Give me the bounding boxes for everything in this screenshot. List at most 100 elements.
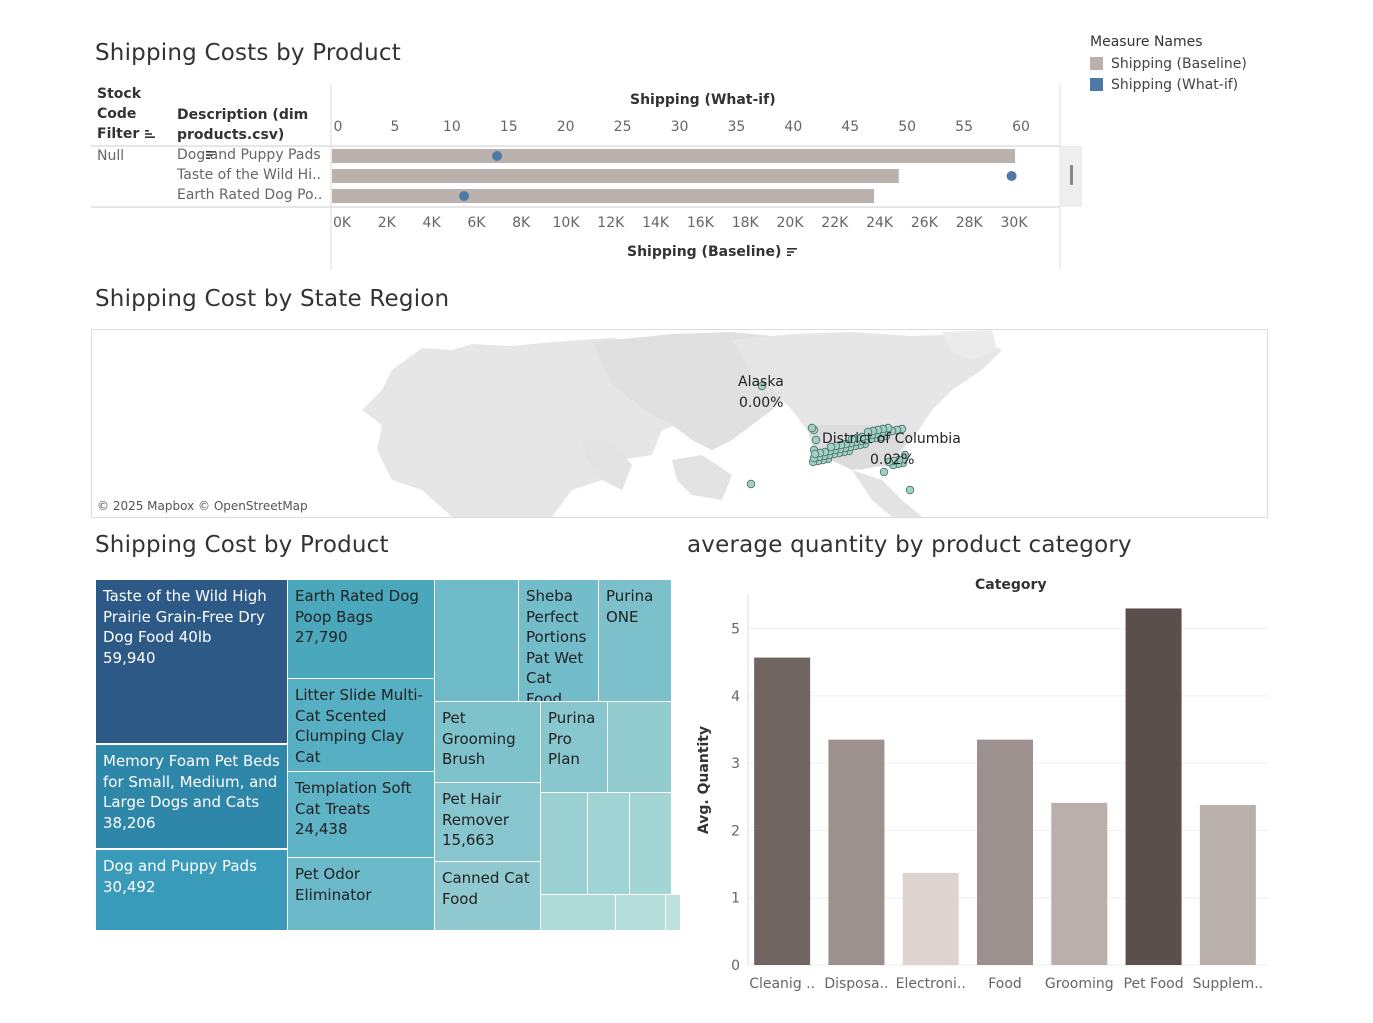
x-tick-label: Cleanig .. (749, 976, 815, 992)
tick-label: 6K (467, 215, 486, 231)
map-point[interactable] (810, 449, 820, 459)
map-point[interactable] (757, 381, 767, 391)
product-row-label[interactable]: Earth Rated Dog Po.. (177, 187, 323, 203)
legend-title: Measure Names (1090, 34, 1203, 50)
treemap-cell[interactable]: Pet Hair Remover 15,663 (434, 782, 541, 862)
x-tick-label: Electroni.. (896, 976, 966, 992)
product-row-label[interactable]: Dog and Puppy Pads (177, 147, 321, 163)
treemap-cell[interactable]: Pet Odor Eliminator (287, 857, 435, 931)
treemap-cell[interactable] (615, 894, 666, 931)
map-title: Shipping Cost by State Region (95, 286, 450, 312)
tick-label: 50 (898, 119, 917, 135)
map-view[interactable]: Alaska 0.00% District of Columbia 0.02% … (91, 329, 1268, 518)
category-header: Category (975, 577, 1047, 593)
tick-label: 24K (866, 215, 894, 231)
y-tick-label: 4 (731, 689, 740, 705)
bar[interactable] (828, 739, 885, 965)
treemap-cell[interactable] (540, 894, 616, 931)
x-tick-label: Disposa.. (824, 976, 888, 992)
bottom-axis-title[interactable]: Shipping (Baseline) (627, 244, 798, 260)
description-header[interactable]: Description (dim products.csv) (177, 105, 327, 165)
product-cost-chart (91, 84, 1061, 270)
bar[interactable] (754, 657, 811, 965)
map-point[interactable] (900, 450, 910, 460)
treemap-cell[interactable]: Purina ONE (598, 579, 672, 702)
tick-label: 10K (552, 215, 580, 231)
treemap-cell[interactable] (607, 701, 672, 793)
x-tick-label: Food (988, 976, 1022, 992)
treemap-cell[interactable] (587, 792, 630, 895)
tick-label: 15 (499, 119, 518, 135)
bar[interactable] (1199, 804, 1256, 965)
tick-label: 10 (442, 119, 461, 135)
y-axis-title: Avg. Quantity (696, 726, 712, 834)
map-point[interactable] (879, 467, 889, 477)
stock-code-value: Null (97, 148, 125, 164)
map-point[interactable] (884, 457, 894, 467)
tick-label: 2K (377, 215, 396, 231)
point-whatif[interactable] (492, 151, 503, 161)
scrollbar-thumb[interactable] (1070, 165, 1073, 185)
map-point[interactable] (905, 485, 915, 495)
legend-swatch (1090, 78, 1103, 91)
treemap-cell[interactable]: Sheba Perfect Portions Pat Wet Cat Food (518, 579, 599, 702)
treemap-cell[interactable]: Templation Soft Cat Treats 24,438 (287, 771, 435, 858)
map-point[interactable] (807, 423, 817, 433)
map-points[interactable] (746, 381, 915, 495)
treemap-cell[interactable] (629, 792, 672, 895)
point-whatif[interactable] (1006, 171, 1017, 181)
avg-qty-chart: 0 1 2 3 4 5 Avg. Quantity Cleanig .. Disposa.. El… (696, 595, 1268, 992)
treemap-cell[interactable]: Litter Slide Multi-Cat Scented Clumping … (287, 678, 435, 772)
bar-baseline[interactable] (332, 149, 1016, 163)
scrollbar[interactable] (1061, 146, 1082, 207)
treemap-cell[interactable]: Dog and Puppy Pads 30,492 (95, 849, 288, 931)
treemap-cell[interactable]: Memory Foam Pet Beds for Small, Medium, … (95, 744, 288, 849)
tick-label: 28K (955, 215, 983, 231)
legend-item-whatif[interactable]: Shipping (What-if) (1090, 74, 1247, 95)
treemap-cell[interactable] (434, 579, 519, 702)
point-whatif[interactable] (459, 191, 470, 201)
map-point[interactable] (826, 442, 836, 452)
bar[interactable] (977, 739, 1033, 965)
map-point[interactable] (863, 427, 873, 437)
tick-label: 12K (597, 215, 625, 231)
treemap-cell[interactable]: Earth Rated Dog Poop Bags 27,790 (287, 579, 435, 679)
tick-label: 60 (1012, 119, 1030, 135)
treemap-cell[interactable]: Purina Pro Plan (540, 701, 608, 793)
sort-asc-icon[interactable] (144, 129, 156, 139)
tick-label: 0 (333, 119, 343, 135)
sort-desc-icon[interactable] (786, 247, 798, 257)
bar-baseline[interactable] (332, 169, 899, 183)
bar[interactable] (1125, 608, 1182, 965)
map-point[interactable] (811, 435, 821, 445)
map-attribution[interactable]: © 2025 Mapbox © OpenStreetMap (97, 499, 308, 513)
sort-desc-icon[interactable] (205, 150, 217, 160)
tick-label: 20 (556, 119, 575, 135)
tick-label: 25 (613, 119, 632, 135)
x-tick-label: Grooming (1045, 976, 1114, 992)
top-axis-title: Shipping (What-if) (630, 92, 776, 108)
map-label-dc: District of Columbia 0.02% (822, 431, 961, 468)
treemap-cell[interactable] (665, 894, 681, 931)
treemap[interactable]: Taste of the Wild High Prairie Grain-Fre… (95, 579, 681, 931)
stock-code-header[interactable]: Stock Code Filter (97, 84, 167, 144)
legend-item-baseline[interactable]: Shipping (Baseline) (1090, 53, 1247, 74)
bar-baseline[interactable] (332, 189, 875, 203)
tick-label: 40 (784, 119, 803, 135)
y-tick-label: 0 (731, 958, 740, 974)
product-costs-title: Shipping Costs by Product (95, 40, 401, 66)
treemap-cell[interactable] (540, 792, 588, 895)
world-map (362, 330, 1002, 517)
product-row-label[interactable]: Taste of the Wild Hi.. (177, 167, 321, 183)
bar[interactable] (1051, 802, 1108, 965)
bar[interactable] (902, 872, 959, 965)
map-point[interactable] (746, 479, 756, 489)
treemap-cell[interactable]: Canned Cat Food (434, 861, 541, 931)
treemap-cell[interactable]: Taste of the Wild High Prairie Grain-Fre… (95, 579, 288, 744)
tick-label: 16K (686, 215, 714, 231)
map-point[interactable] (847, 434, 857, 444)
y-tick-label: 3 (731, 756, 740, 772)
treemap-cell[interactable]: Pet Grooming Brush (434, 701, 541, 783)
tick-label: 18K (731, 215, 759, 231)
tick-label: 8K (512, 215, 531, 231)
